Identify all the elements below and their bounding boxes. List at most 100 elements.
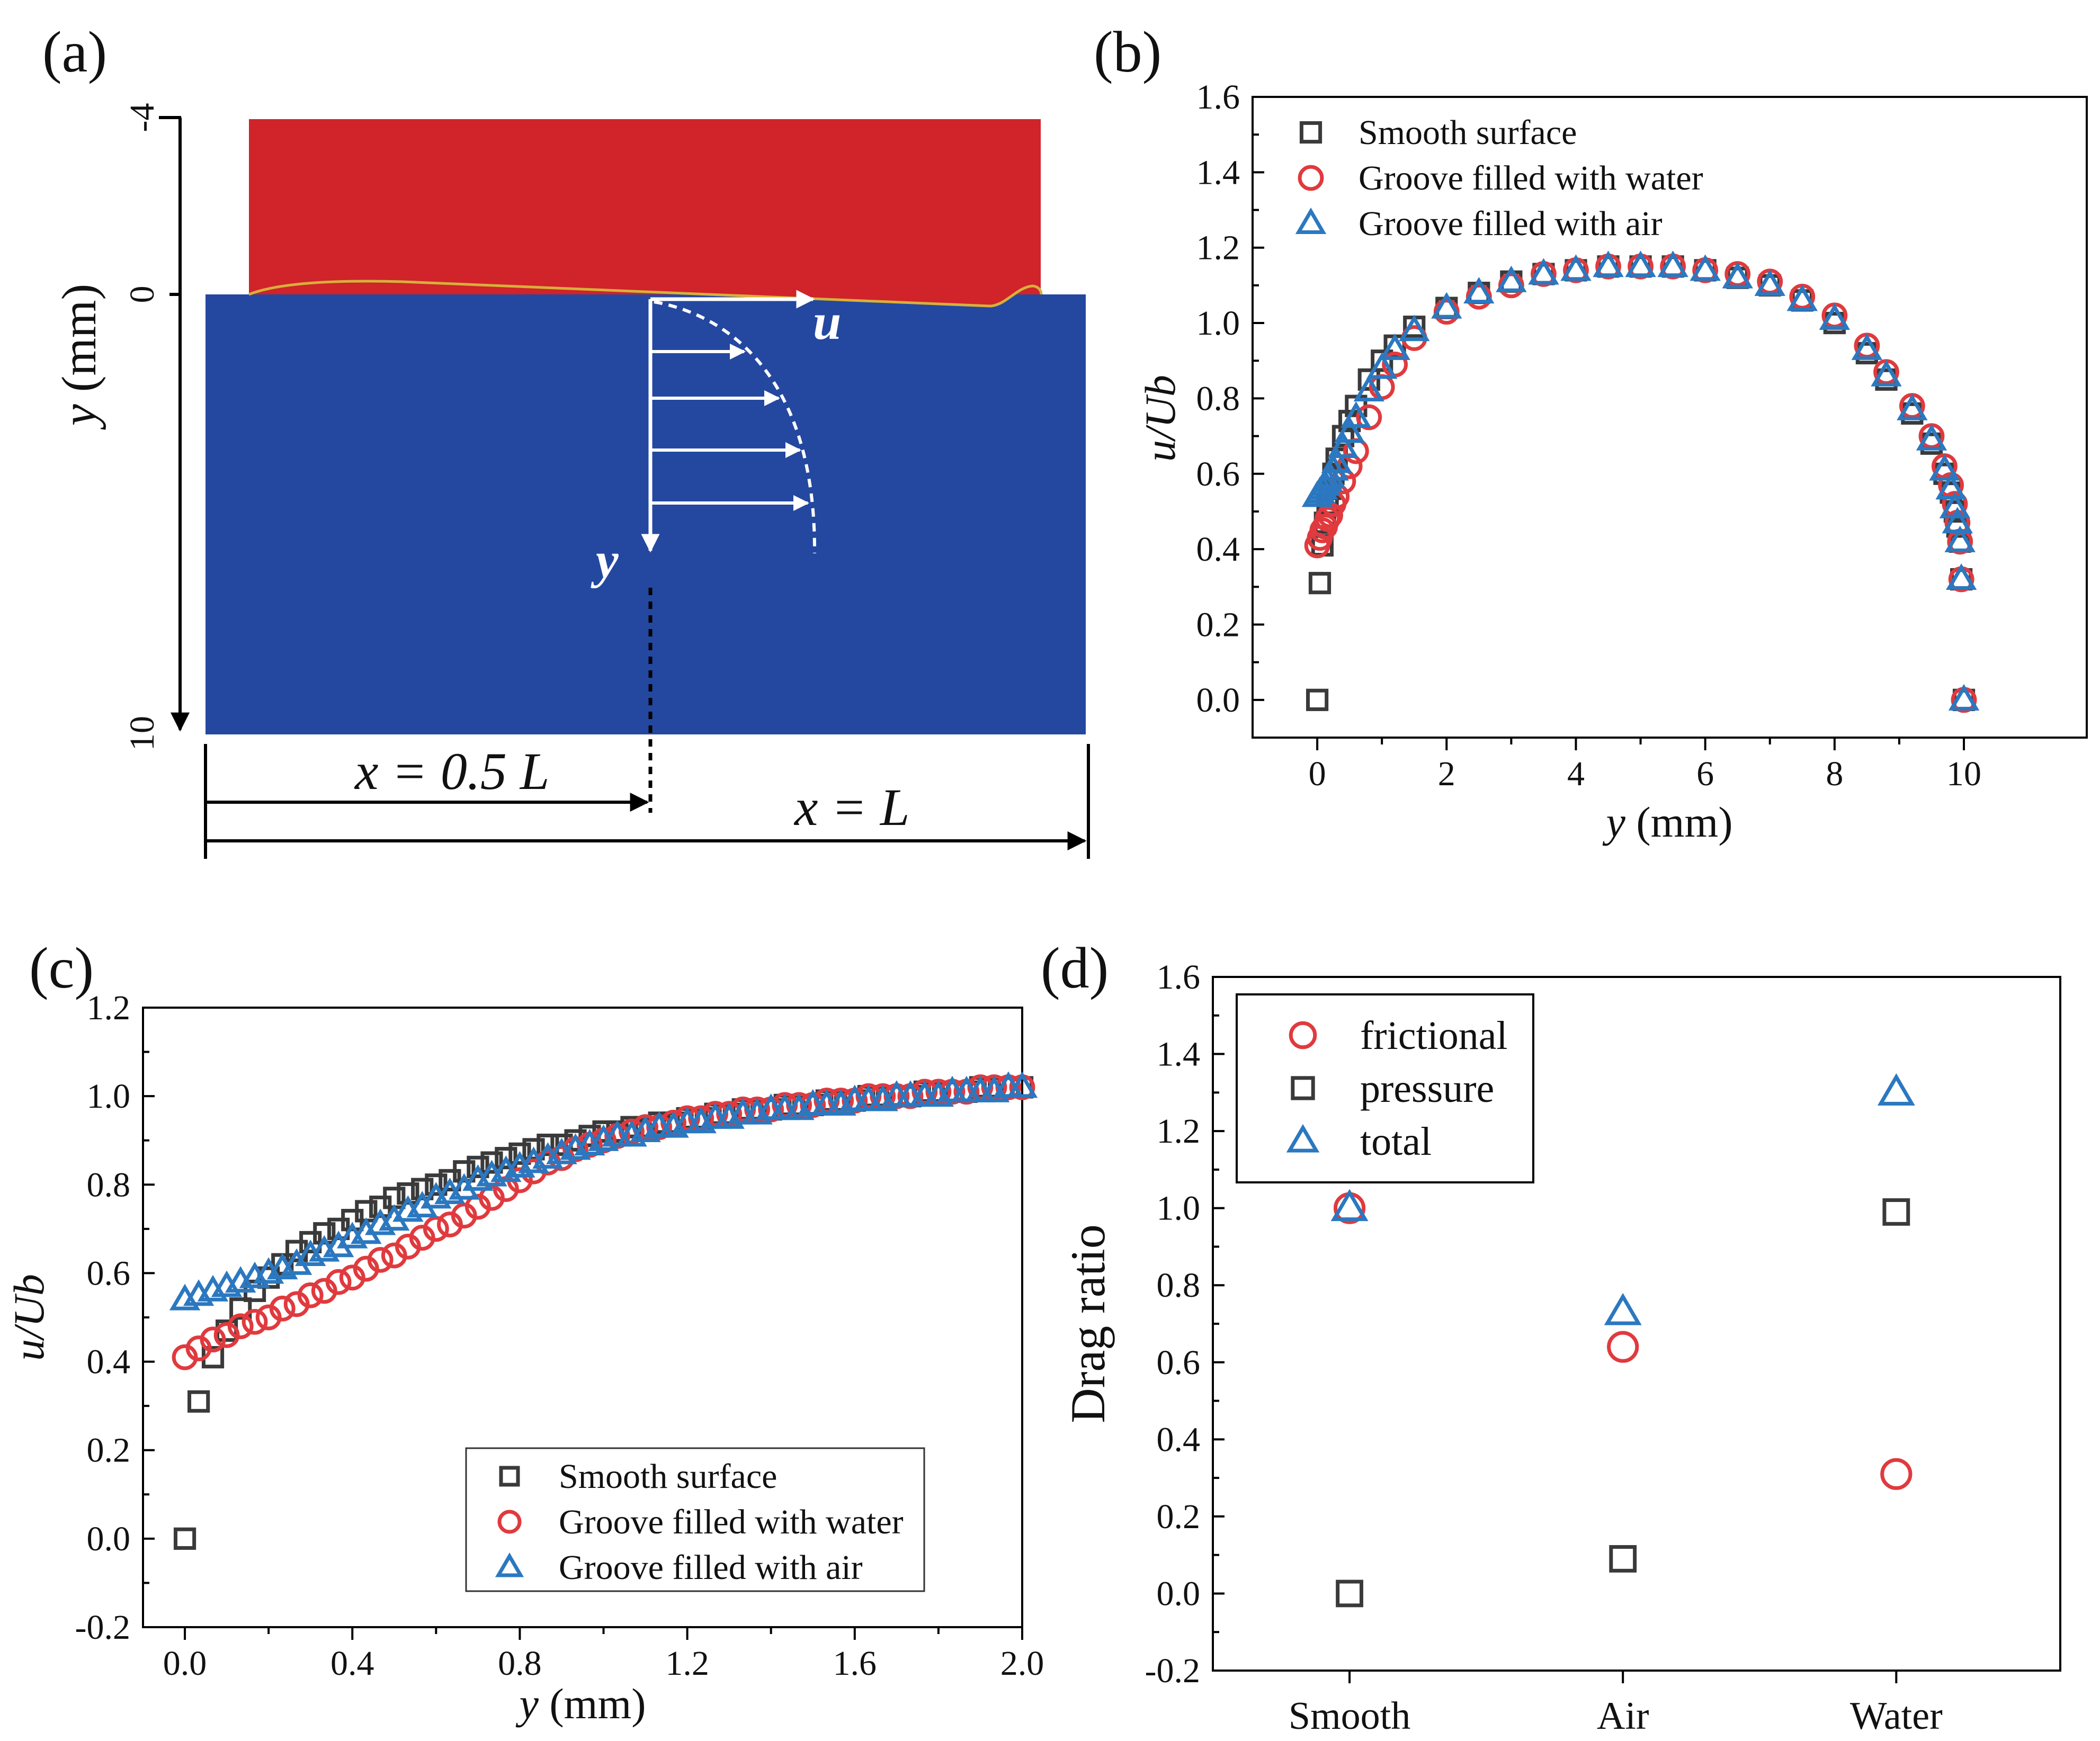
d-point-triangle xyxy=(1877,1073,1915,1106)
c-point-circle xyxy=(325,1269,352,1295)
y-tick-label: 0.6 xyxy=(1157,1343,1201,1382)
c-legend-label: Groove filled with water xyxy=(559,1503,904,1541)
x-tick-label: 1.2 xyxy=(665,1644,709,1683)
y-tick-label: 1.0 xyxy=(1157,1189,1201,1228)
b-point-triangle xyxy=(1341,401,1372,428)
b-point-triangle xyxy=(1593,250,1624,277)
panel-a-label: (a) xyxy=(42,20,107,84)
bottom-fluid-region xyxy=(205,294,1086,734)
b-axes: 0.0 0.2 0.4 0.6 0.8 1.0 1.2 1.4 1.6 0 2 4 6 8 10 xyxy=(1196,78,1982,793)
a-y-axis-label: y (mm) xyxy=(52,284,106,430)
b-point-triangle xyxy=(1871,360,1902,387)
c-point-square xyxy=(397,1182,419,1205)
a-tick-label-10: 10 xyxy=(123,716,162,751)
d-axes: -0.2 0.0 0.2 0.4 0.6 0.8 1.0 1.2 1.4 1.6 Smooth Air… xyxy=(1145,958,1943,1738)
b-point-triangle xyxy=(1948,684,1980,711)
c-point-square xyxy=(411,1178,434,1200)
b-data-points xyxy=(1301,250,1980,713)
c-point-circle xyxy=(200,1326,226,1353)
y-tick-label: 0.2 xyxy=(87,1431,131,1470)
c-legend-marker xyxy=(499,1466,520,1487)
b-point-triangle xyxy=(1851,333,1883,360)
c-point-circle xyxy=(242,1308,268,1335)
y-tick-label: 0.0 xyxy=(1196,681,1240,720)
y-tick-label: 1.2 xyxy=(1157,1112,1201,1151)
panel-b-label: (b) xyxy=(1094,20,1161,84)
c-legend-box xyxy=(465,1447,925,1592)
y-tick-label: 1.4 xyxy=(1196,153,1240,192)
a-x-end-label: x = L xyxy=(793,778,909,837)
c-point-square xyxy=(229,1297,252,1320)
b-legend-marker xyxy=(1298,165,1324,191)
y-tick-label: 0.4 xyxy=(1196,530,1240,569)
b-point-triangle xyxy=(1321,446,1352,473)
interface-line xyxy=(248,280,1043,308)
c-axes: -0.2 0.0 0.2 0.4 0.6 0.8 1.0 1.2 0.0 0.4 0.8 1.2 1.6… xyxy=(75,989,1044,1683)
b-point-triangle xyxy=(1657,250,1688,277)
y-tick-label: -0.2 xyxy=(1145,1652,1200,1690)
b-point-triangle xyxy=(1944,525,1976,552)
b-point-triangle xyxy=(1786,284,1818,311)
c-point-square xyxy=(173,1527,196,1550)
d-point-square xyxy=(1609,1545,1637,1573)
a-x-mid-label: x = 0.5 L xyxy=(354,742,549,801)
b-point-triangle xyxy=(1431,292,1462,319)
b-point-triangle xyxy=(1945,563,1977,590)
x-tick-label: 2 xyxy=(1438,755,1455,793)
d-legend-label: total xyxy=(1360,1119,1432,1164)
d-legend-box xyxy=(1236,993,1534,1183)
interface-wave xyxy=(249,281,1041,306)
b-point-triangle xyxy=(1399,315,1430,342)
x-tick-label: 10 xyxy=(1946,755,1981,793)
top-fluid-region xyxy=(249,119,1041,302)
d-legend-marker xyxy=(1291,1076,1315,1100)
y-tick-label: 0.4 xyxy=(1157,1420,1201,1459)
c-legend-marker xyxy=(497,1510,522,1534)
y-tick-label: 0.0 xyxy=(87,1520,131,1558)
c-point-square xyxy=(187,1390,210,1413)
b-x-axis-label: y (mm) xyxy=(1602,798,1732,846)
b-point-triangle xyxy=(1560,254,1592,281)
b-legend-marker xyxy=(1299,121,1322,144)
c-point-circle xyxy=(367,1246,394,1273)
c-point-circle xyxy=(297,1282,324,1308)
c-y-axis-label: u/Ub xyxy=(5,1274,53,1361)
b-point-square xyxy=(1357,368,1380,391)
c-data-points xyxy=(169,1071,1038,1550)
c-legend: Smooth surface Groove filled with water Gr… xyxy=(465,1447,925,1592)
b-point-triangle xyxy=(1528,258,1559,285)
d-legend: frictional pressure total xyxy=(1236,993,1534,1183)
b-point-triangle xyxy=(1625,250,1656,277)
panel-d: (d) -0.2 0.0 0.2 0.4 0.6 0.8 1.0 1.2 1.4 1.6 Smoot… xyxy=(1041,936,2061,1738)
y-tick-label: 1.6 xyxy=(1196,78,1240,116)
y-tick-label: 1.2 xyxy=(87,989,131,1027)
c-legend-label: Smooth surface xyxy=(559,1457,777,1496)
b-point-triangle xyxy=(1379,333,1410,360)
y-tick-label: 0.0 xyxy=(1157,1574,1201,1613)
b-plot-frame xyxy=(1252,96,2088,739)
c-point-square xyxy=(467,1155,489,1178)
c-point-square xyxy=(537,1133,559,1156)
b-point-triangle xyxy=(1897,393,1928,420)
y-tick-label: 1.2 xyxy=(1196,229,1240,267)
c-point-circle xyxy=(269,1295,296,1322)
b-point-triangle xyxy=(1327,431,1359,458)
b-point-triangle xyxy=(1929,454,1960,481)
b-point-square xyxy=(1308,572,1332,595)
c-legend-label: Groove filled with air xyxy=(559,1548,863,1587)
d-legend-marker xyxy=(1289,1021,1317,1049)
b-legend: Smooth surface Groove filled with water Gr… xyxy=(1295,113,1703,243)
y-tick-label: 0.6 xyxy=(87,1254,131,1293)
y-tick-label: 0.6 xyxy=(1196,455,1240,493)
y-tick-label: 0.8 xyxy=(87,1165,131,1204)
b-point-triangle xyxy=(1334,416,1365,443)
panel-c: (c) -0.2 0.0 0.2 0.4 0.6 0.8 1.0 1.2 0.0 0.4 0.8 1.… xyxy=(5,936,1044,1728)
panel-c-label: (c) xyxy=(29,936,94,1000)
b-point-triangle xyxy=(1496,265,1527,292)
c-x-axis-label: y (mm) xyxy=(515,1680,646,1728)
y-tick-label: 0.2 xyxy=(1157,1497,1201,1536)
panel-d-label: (d) xyxy=(1041,936,1109,1000)
c-point-square xyxy=(508,1142,531,1165)
panel-b: (b) 0.0 0.2 0.4 0.6 0.8 1.0 1.2 1.4 1.6 0 2 4 6 8 10 u… xyxy=(1094,20,2088,846)
